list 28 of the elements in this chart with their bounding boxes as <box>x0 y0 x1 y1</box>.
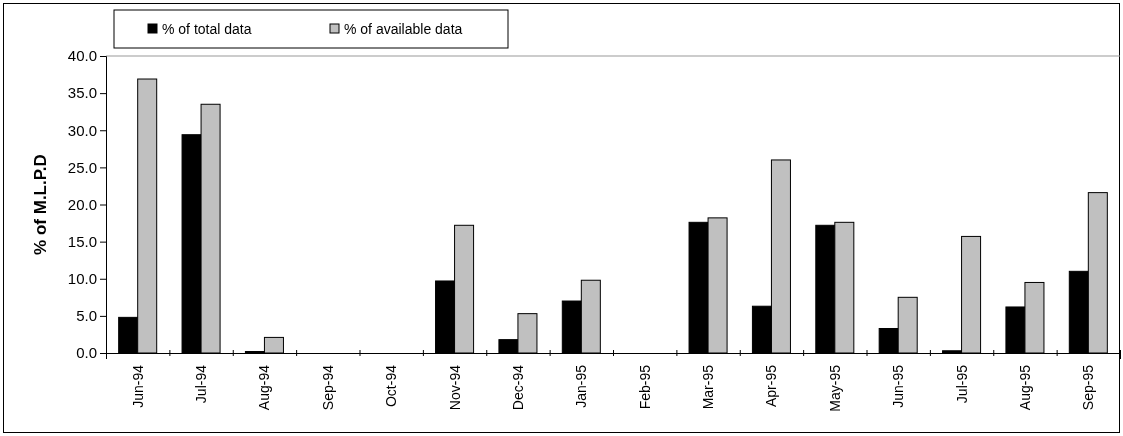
x-tick-label: May-95 <box>826 364 843 412</box>
x-tick-label: Feb-95 <box>636 364 653 410</box>
y-tick-label: 35.0 <box>67 84 97 102</box>
x-tick-label: Jul-95 <box>953 364 970 404</box>
legend-label: % of total data <box>162 21 252 37</box>
x-tick-label: Apr-95 <box>763 364 780 408</box>
x-tick-label: Sep-94 <box>319 364 336 411</box>
x-tick-label: Sep-95 <box>1080 364 1097 411</box>
y-tick-label: 40.0 <box>67 47 97 65</box>
y-tick-label: 30.0 <box>67 121 97 139</box>
y-tick-label: 15.0 <box>67 232 97 250</box>
x-tick-label: Dec-94 <box>509 364 526 411</box>
y-tick-label: 10.0 <box>67 270 97 288</box>
y-tick-label: 25.0 <box>67 158 97 176</box>
y-tick-label: 5.0 <box>76 307 97 325</box>
x-tick-label: Jul-94 <box>193 364 210 404</box>
y-tick-label: 0.0 <box>76 344 97 362</box>
x-tick-label: Mar-95 <box>700 364 717 410</box>
y-tick-label: 20.0 <box>67 195 97 213</box>
x-tick-label: Jan-95 <box>573 364 590 408</box>
x-tick-label: Nov-94 <box>446 364 463 411</box>
y-axis-title: % of M.L.P.D <box>31 154 50 255</box>
x-tick-label: Jun-94 <box>129 364 146 408</box>
x-tick-label: Oct-94 <box>383 364 400 408</box>
x-tick-label: Aug-95 <box>1016 364 1033 411</box>
legend-label: % of available data <box>344 21 463 37</box>
x-tick-label: Jun-95 <box>890 364 907 408</box>
x-tick-label: Aug-94 <box>256 364 273 411</box>
